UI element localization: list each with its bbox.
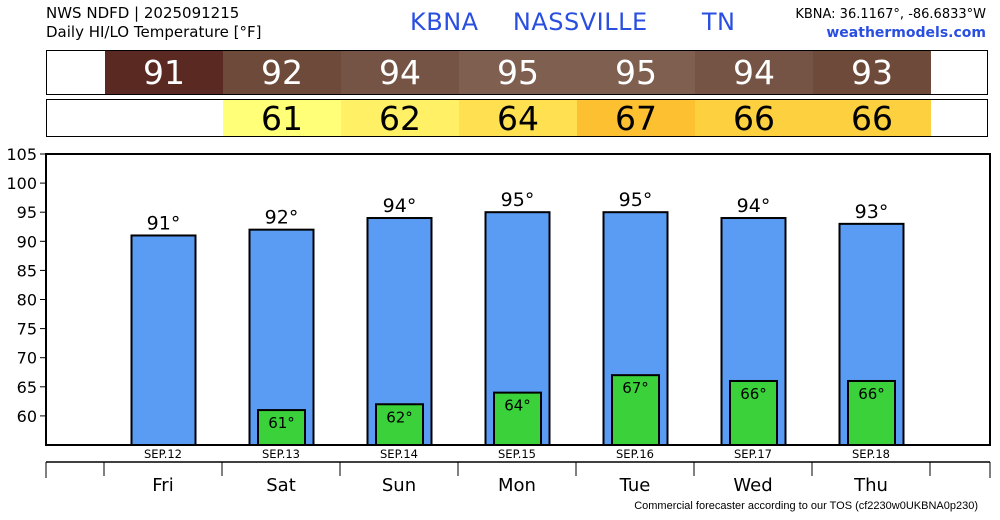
low-strip-cell: 62: [341, 99, 459, 138]
y-tick-label: 65: [17, 378, 37, 397]
y-tick-label: 70: [17, 349, 37, 368]
high-bar-label: 91°: [147, 212, 181, 234]
day-label: Fri: [152, 475, 173, 496]
y-tick-label: 75: [17, 320, 37, 339]
low-bar: [257, 409, 306, 446]
high-bar-label: 95°: [501, 189, 535, 211]
high-bar-label: 93°: [855, 201, 889, 223]
high-bar-label: 95°: [619, 189, 653, 211]
date-label: SEP.15: [498, 447, 536, 461]
low-bar-label: 66°: [740, 385, 767, 403]
station-code: KBNA: [410, 8, 479, 36]
y-tick-label: 85: [17, 261, 37, 280]
low-bar-label: 62°: [386, 408, 413, 426]
low-strip-cell: 66: [695, 99, 813, 138]
temperature-bar-chart: 60 65 70 75 80 85 90 95 100 105 91° 92° 61° 94° 62° 95°…: [6, 145, 991, 496]
high-strip-cell: 91: [105, 51, 223, 94]
low-strip-cell: 64: [459, 99, 577, 138]
day-label: Wed: [733, 475, 772, 496]
low-strip-cell: 67: [577, 99, 695, 138]
low-strip-cell: 61: [223, 99, 341, 138]
state-code: TN: [701, 8, 736, 36]
day-label: Sun: [382, 475, 416, 496]
high-bar-label: 94°: [383, 195, 417, 217]
date-label: SEP.12: [144, 447, 182, 461]
y-tick-label: 90: [17, 232, 37, 251]
chart-subtitle: Daily HI/LO Temperature [°F]: [46, 23, 262, 41]
y-tick-label: 60: [17, 407, 37, 426]
low-bar-label: 67°: [622, 379, 649, 397]
high-temperature-strip: 91 92 94 95 95 94 93: [46, 50, 988, 95]
high-strip-cell: 95: [577, 51, 695, 94]
low-bar: [493, 391, 542, 446]
y-tick-label: 80: [17, 291, 37, 310]
date-label: SEP.17: [734, 447, 772, 461]
terms-footer: Commercial forecaster according to our T…: [634, 500, 978, 512]
high-bar-label: 94°: [737, 195, 771, 217]
date-label: SEP.13: [262, 447, 300, 461]
low-bar: [729, 379, 778, 446]
low-bar-label: 64°: [504, 397, 531, 415]
chart-header-right: KBNA: 36.1167°, -86.6833°W weathermodels…: [795, 5, 986, 43]
y-tick-label: 95: [17, 203, 37, 222]
high-strip-cell: 94: [695, 51, 813, 94]
chart-header-left: NWS NDFD | 2025091215 Daily HI/LO Temper…: [46, 4, 262, 42]
location-title: KBNA NASSVILLE TN: [410, 8, 736, 36]
high-bar: [130, 234, 197, 447]
low-temperature-strip: 61 62 64 67 66 66: [46, 99, 988, 138]
low-bar: [847, 379, 896, 446]
high-bar-label: 92°: [265, 207, 299, 229]
high-strip-cell: 94: [341, 51, 459, 94]
date-label: SEP.16: [616, 447, 654, 461]
low-bar: [611, 374, 660, 446]
y-tick-label: 105: [6, 145, 37, 164]
date-label: SEP.18: [852, 447, 890, 461]
low-bar-label: 66°: [858, 385, 885, 403]
y-tick-label: 100: [6, 174, 37, 193]
date-label: SEP.14: [380, 447, 418, 461]
day-label: Sat: [266, 475, 296, 496]
low-bar: [375, 403, 424, 447]
high-strip-cell: 92: [223, 51, 341, 94]
day-label: Thu: [853, 475, 888, 496]
day-label: Tue: [619, 475, 651, 496]
station-coordinates: KBNA: 36.1167°, -86.6833°W: [795, 7, 986, 22]
model-run-label: NWS NDFD | 2025091215: [46, 4, 240, 22]
low-strip-cell: 66: [813, 99, 931, 138]
high-strip-cell: 93: [813, 51, 931, 94]
site-link[interactable]: weathermodels.com: [826, 25, 986, 41]
high-strip-cell: 95: [459, 51, 577, 94]
day-label: Mon: [498, 475, 536, 496]
city-name: NASSVILLE: [512, 8, 648, 36]
low-bar-label: 61°: [268, 414, 295, 432]
